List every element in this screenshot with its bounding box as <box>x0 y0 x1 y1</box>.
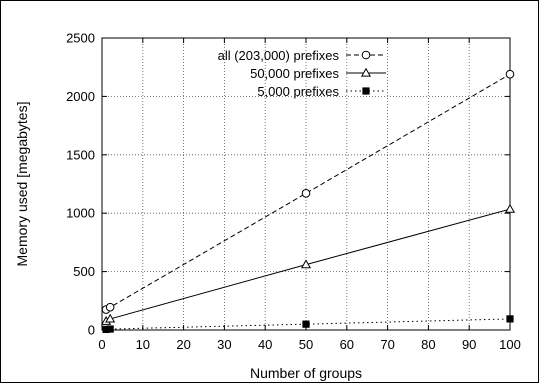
x-tick-label: 70 <box>380 337 394 352</box>
data-point <box>105 313 116 323</box>
y-tick-label: 2500 <box>66 31 95 46</box>
legend-label: all (203,000) prefixes <box>218 48 340 63</box>
series-1 <box>101 69 515 314</box>
x-tick-label: 0 <box>98 337 105 352</box>
legend-label: 5,000 prefixes <box>257 84 339 99</box>
y-axis: 0 500 1000 1500 2000 2500 <box>66 31 510 338</box>
y-axis-label: Memory used [megabytes] <box>14 102 30 267</box>
legend-label: 50,000 prefixes <box>250 66 339 81</box>
data-point <box>505 69 515 79</box>
legend-item: 50,000 prefixes <box>250 66 386 81</box>
plot-area-frame <box>101 37 511 331</box>
data-point <box>105 302 115 312</box>
data-point <box>506 315 514 323</box>
y-tick-label: 1500 <box>66 147 95 162</box>
grid-lines <box>102 38 510 330</box>
x-tick-label: 10 <box>136 337 150 352</box>
data-point <box>106 325 114 333</box>
legend-marker <box>361 50 371 60</box>
series-2 <box>101 203 516 325</box>
x-tick-label: 80 <box>421 337 435 352</box>
y-tick-label: 1000 <box>66 206 95 221</box>
data-point <box>302 320 310 328</box>
legend-item: all (203,000) prefixes <box>218 48 386 63</box>
data-point <box>300 259 312 269</box>
data-point <box>504 203 516 213</box>
legend: all (203,000) prefixes 50,000 prefixes 5,0… <box>218 48 386 99</box>
data-point <box>102 325 110 334</box>
x-axis-label: Number of groups <box>250 365 362 381</box>
legend-marker <box>360 67 372 77</box>
x-tick-label: 20 <box>176 337 190 352</box>
data-point <box>301 189 311 198</box>
legend-marker <box>362 87 370 95</box>
series-layer <box>101 69 516 334</box>
x-tick-label: 50 <box>299 337 313 352</box>
x-tick-label: 30 <box>217 337 231 352</box>
x-axis: 0 10 20 30 40 50 60 70 80 90 100 <box>98 38 521 352</box>
y-tick-label: 0 <box>88 323 95 338</box>
y-tick-label: 500 <box>73 264 95 279</box>
x-tick-label: 100 <box>499 337 521 352</box>
series-line <box>106 318 511 330</box>
x-tick-label: 90 <box>462 337 476 352</box>
legend-item: 5,000 prefixes <box>257 84 386 99</box>
x-tick-label: 40 <box>258 337 272 352</box>
y-tick-label: 2000 <box>66 89 95 104</box>
series-3 <box>102 315 514 334</box>
x-tick-label: 60 <box>340 337 354 352</box>
